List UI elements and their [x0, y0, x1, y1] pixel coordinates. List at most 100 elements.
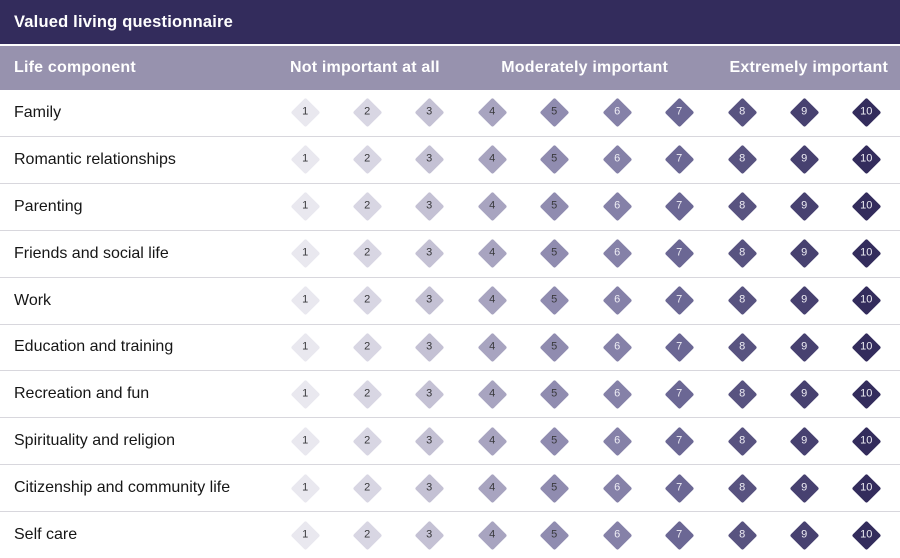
rating-option-10[interactable]: 10	[852, 520, 882, 550]
rating-option-5[interactable]: 5	[539, 426, 570, 457]
rating-option-8[interactable]: 8	[727, 145, 757, 175]
rating-option-9[interactable]: 9	[789, 379, 820, 410]
rating-option-9[interactable]: 9	[789, 473, 820, 504]
rating-option-5[interactable]: 5	[539, 520, 570, 550]
rating-option-7[interactable]: 7	[664, 238, 695, 269]
rating-option-1[interactable]: 1	[290, 379, 320, 410]
rating-option-1[interactable]: 1	[290, 145, 320, 175]
rating-option-4[interactable]: 4	[477, 238, 508, 269]
rating-option-3[interactable]: 3	[415, 473, 445, 504]
rating-option-3[interactable]: 3	[415, 98, 445, 128]
rating-option-10[interactable]: 10	[852, 98, 882, 128]
rating-option-2[interactable]: 2	[352, 285, 383, 316]
rating-option-3[interactable]: 3	[415, 332, 445, 363]
rating-option-9[interactable]: 9	[789, 520, 820, 550]
rating-option-2[interactable]: 2	[352, 332, 383, 363]
rating-option-2[interactable]: 2	[352, 426, 383, 457]
rating-option-2[interactable]: 2	[352, 191, 383, 222]
rating-option-2[interactable]: 2	[352, 379, 383, 410]
rating-option-1[interactable]: 1	[290, 426, 320, 457]
rating-option-1[interactable]: 1	[290, 98, 320, 128]
rating-option-2[interactable]: 2	[352, 238, 383, 269]
rating-option-1[interactable]: 1	[290, 285, 320, 316]
rating-option-4[interactable]: 4	[477, 98, 508, 128]
rating-option-8[interactable]: 8	[727, 332, 757, 363]
rating-option-8[interactable]: 8	[727, 520, 757, 550]
rating-option-2[interactable]: 2	[352, 520, 383, 550]
rating-option-9[interactable]: 9	[789, 238, 820, 269]
rating-option-9[interactable]: 9	[789, 332, 820, 363]
rating-option-6[interactable]: 6	[602, 145, 633, 175]
rating-option-4[interactable]: 4	[477, 332, 508, 363]
rating-option-6[interactable]: 6	[602, 379, 633, 410]
rating-option-6[interactable]: 6	[602, 98, 633, 128]
rating-option-7[interactable]: 7	[664, 426, 695, 457]
rating-option-3[interactable]: 3	[415, 285, 445, 316]
rating-option-10[interactable]: 10	[852, 473, 882, 504]
rating-option-8[interactable]: 8	[727, 379, 757, 410]
rating-option-7[interactable]: 7	[664, 98, 695, 128]
rating-option-1[interactable]: 1	[290, 332, 320, 363]
rating-option-4[interactable]: 4	[477, 379, 508, 410]
rating-option-4[interactable]: 4	[477, 145, 508, 175]
rating-option-1[interactable]: 1	[290, 191, 320, 222]
rating-option-7[interactable]: 7	[664, 285, 695, 316]
rating-option-6[interactable]: 6	[602, 238, 633, 269]
rating-option-9[interactable]: 9	[789, 98, 820, 128]
rating-option-5[interactable]: 5	[539, 379, 570, 410]
rating-option-9[interactable]: 9	[789, 426, 820, 457]
rating-option-5[interactable]: 5	[539, 332, 570, 363]
rating-option-2[interactable]: 2	[352, 473, 383, 504]
rating-option-4[interactable]: 4	[477, 473, 508, 504]
rating-option-1[interactable]: 1	[290, 520, 320, 550]
rating-option-5[interactable]: 5	[539, 145, 570, 175]
rating-option-6[interactable]: 6	[602, 332, 633, 363]
rating-option-7[interactable]: 7	[664, 379, 695, 410]
rating-option-5[interactable]: 5	[539, 238, 570, 269]
rating-option-10[interactable]: 10	[852, 238, 882, 269]
rating-option-7[interactable]: 7	[664, 520, 695, 550]
rating-option-1[interactable]: 1	[290, 473, 320, 504]
rating-option-10[interactable]: 10	[852, 332, 882, 363]
rating-option-8[interactable]: 8	[727, 473, 757, 504]
rating-option-8[interactable]: 8	[727, 285, 757, 316]
rating-option-8[interactable]: 8	[727, 426, 757, 457]
rating-option-5[interactable]: 5	[539, 191, 570, 222]
rating-option-4[interactable]: 4	[477, 285, 508, 316]
rating-option-8[interactable]: 8	[727, 98, 757, 128]
rating-option-10[interactable]: 10	[852, 191, 882, 222]
rating-option-9[interactable]: 9	[789, 145, 820, 175]
rating-option-8[interactable]: 8	[727, 191, 757, 222]
rating-option-7[interactable]: 7	[664, 332, 695, 363]
rating-option-3[interactable]: 3	[415, 426, 445, 457]
rating-option-10[interactable]: 10	[852, 379, 882, 410]
rating-option-9[interactable]: 9	[789, 191, 820, 222]
rating-option-8[interactable]: 8	[727, 238, 757, 269]
rating-option-10[interactable]: 10	[852, 285, 882, 316]
rating-option-7[interactable]: 7	[664, 145, 695, 175]
rating-option-5[interactable]: 5	[539, 473, 570, 504]
rating-option-3[interactable]: 3	[415, 191, 445, 222]
rating-option-6[interactable]: 6	[602, 473, 633, 504]
rating-option-3[interactable]: 3	[415, 379, 445, 410]
rating-option-4[interactable]: 4	[477, 191, 508, 222]
rating-option-5[interactable]: 5	[539, 285, 570, 316]
rating-option-10[interactable]: 10	[852, 145, 882, 175]
rating-option-4[interactable]: 4	[477, 520, 508, 550]
rating-option-9[interactable]: 9	[789, 285, 820, 316]
rating-option-6[interactable]: 6	[602, 191, 633, 222]
rating-option-4[interactable]: 4	[477, 426, 508, 457]
rating-option-10[interactable]: 10	[852, 426, 882, 457]
rating-option-1[interactable]: 1	[290, 238, 320, 269]
rating-option-6[interactable]: 6	[602, 285, 633, 316]
rating-option-3[interactable]: 3	[415, 520, 445, 550]
rating-option-5[interactable]: 5	[539, 98, 570, 128]
rating-option-2[interactable]: 2	[352, 145, 383, 175]
rating-option-3[interactable]: 3	[415, 145, 445, 175]
rating-option-2[interactable]: 2	[352, 98, 383, 128]
rating-option-7[interactable]: 7	[664, 191, 695, 222]
rating-option-6[interactable]: 6	[602, 426, 633, 457]
rating-option-3[interactable]: 3	[415, 238, 445, 269]
rating-option-6[interactable]: 6	[602, 520, 633, 550]
rating-option-7[interactable]: 7	[664, 473, 695, 504]
